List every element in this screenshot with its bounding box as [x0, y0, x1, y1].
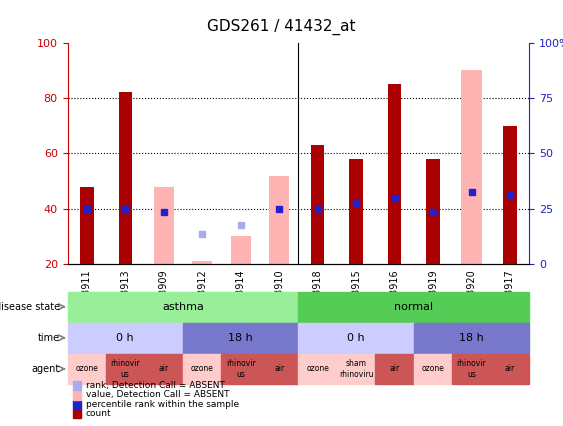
Bar: [462, 70, 481, 264]
Text: air: air: [274, 364, 284, 374]
Text: air: air: [159, 364, 169, 374]
Text: asthma: asthma: [162, 302, 204, 312]
Text: count: count: [86, 409, 111, 418]
Text: GDS261 / 41432_at: GDS261 / 41432_at: [207, 19, 356, 35]
Text: rank, Detection Call = ABSENT: rank, Detection Call = ABSENT: [86, 381, 225, 390]
Text: sham
rhinoviru: sham rhinoviru: [339, 359, 373, 379]
Text: 0 h: 0 h: [117, 333, 134, 343]
Bar: [426, 159, 440, 264]
Bar: [503, 126, 517, 264]
Text: ozone: ozone: [191, 364, 213, 374]
Bar: [350, 159, 363, 264]
Bar: [80, 187, 93, 264]
Bar: [388, 84, 401, 264]
Text: agent: agent: [32, 364, 60, 374]
Text: value, Detection Call = ABSENT: value, Detection Call = ABSENT: [86, 390, 229, 400]
Text: disease state: disease state: [0, 302, 60, 312]
Text: 18 h: 18 h: [459, 333, 484, 343]
Text: 0 h: 0 h: [347, 333, 365, 343]
Bar: [269, 176, 289, 264]
Text: rhinovir
us: rhinovir us: [110, 359, 140, 379]
Text: rhinovir
us: rhinovir us: [226, 359, 256, 379]
Text: time: time: [38, 333, 60, 343]
Bar: [231, 236, 251, 264]
Text: 18 h: 18 h: [229, 333, 253, 343]
Text: air: air: [505, 364, 515, 374]
Text: ozone: ozone: [422, 364, 444, 374]
Bar: [119, 92, 132, 264]
Bar: [192, 261, 212, 264]
Text: normal: normal: [394, 302, 434, 312]
Bar: [154, 187, 174, 264]
Text: ozone: ozone: [75, 364, 98, 374]
Text: ozone: ozone: [306, 364, 329, 374]
Bar: [311, 145, 324, 264]
Text: percentile rank within the sample: percentile rank within the sample: [86, 400, 239, 409]
Text: air: air: [390, 364, 400, 374]
Text: rhinovir
us: rhinovir us: [457, 359, 486, 379]
